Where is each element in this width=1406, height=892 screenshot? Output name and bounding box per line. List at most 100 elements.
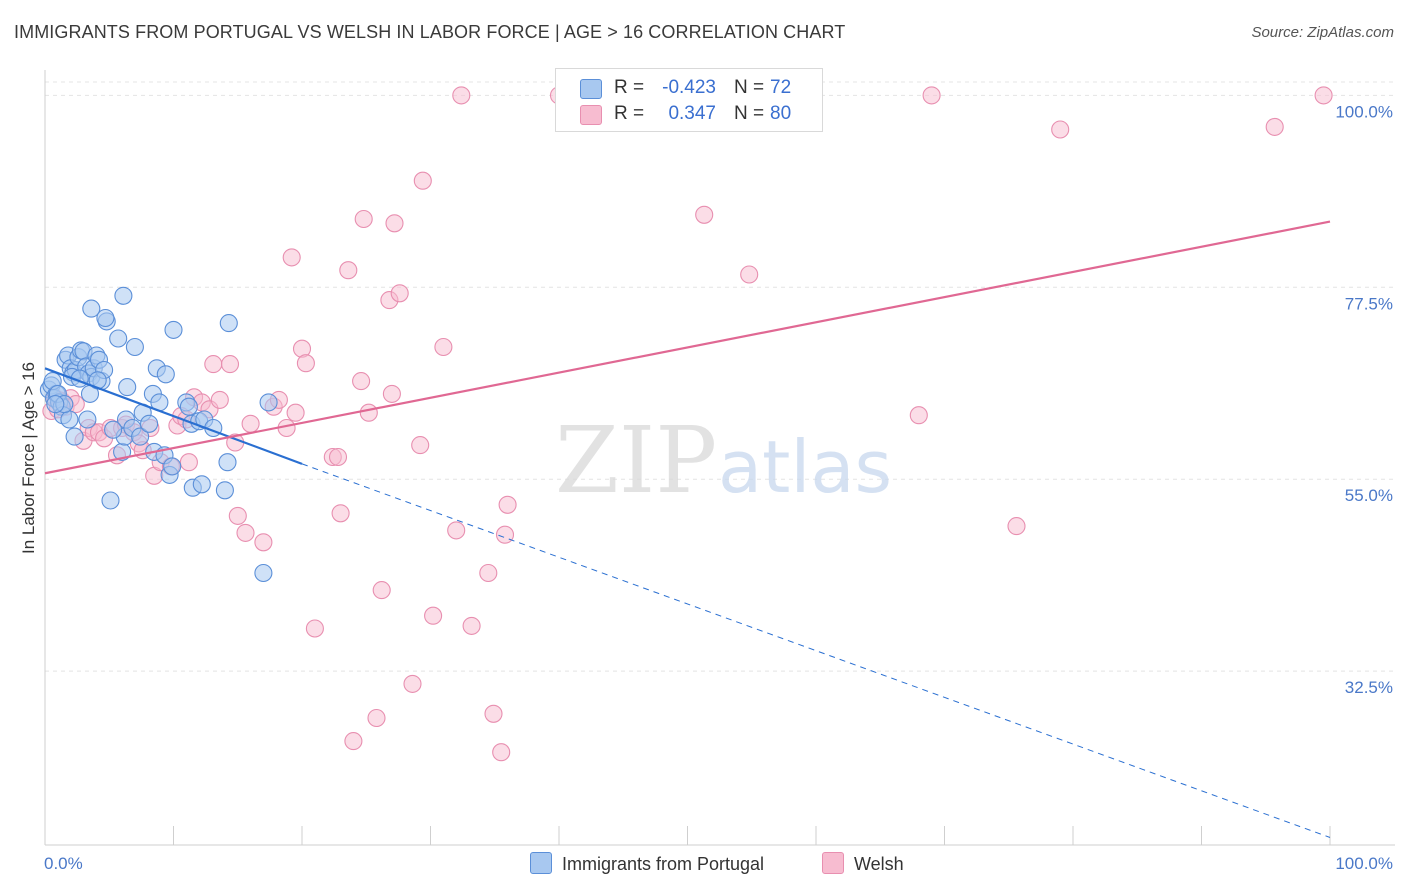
point-welsh — [492, 743, 511, 762]
point-portugal — [219, 314, 238, 333]
bottom-legend-swatch-portugal — [530, 852, 552, 874]
y-tick-label: 32.5% — [1345, 678, 1393, 697]
legend-r-value: -0.423 — [662, 77, 716, 98]
point-welsh — [403, 674, 422, 693]
point-portugal — [78, 410, 97, 429]
point-welsh — [498, 495, 517, 514]
point-welsh — [922, 86, 941, 105]
legend-r-label: R = — [614, 103, 645, 124]
point-portugal — [163, 457, 182, 476]
y-tick-label: 100.0% — [1335, 102, 1393, 121]
point-welsh — [372, 581, 391, 600]
point-portugal — [125, 337, 144, 357]
point-welsh — [424, 606, 443, 625]
point-welsh — [484, 704, 503, 723]
point-portugal — [218, 453, 237, 472]
point-welsh — [282, 248, 301, 267]
watermark-zip: ZIP — [555, 407, 717, 514]
point-portugal — [114, 286, 133, 305]
y-tick-labels: 100.0% 77.5% 55.0% 32.5% — [1335, 102, 1393, 697]
y-tick-label: 55.0% — [1345, 486, 1393, 505]
point-welsh — [339, 261, 358, 280]
point-welsh — [210, 390, 229, 409]
point-portugal — [46, 395, 65, 414]
point-portugal — [192, 475, 211, 494]
point-portugal — [259, 393, 278, 412]
point-welsh — [367, 708, 386, 728]
point-welsh — [382, 384, 401, 403]
point-welsh — [296, 354, 315, 373]
point-portugal — [60, 410, 79, 429]
point-portugal — [82, 299, 101, 318]
x-tick-label: 100.0% — [1335, 854, 1393, 873]
point-portugal — [156, 365, 175, 384]
point-welsh — [241, 414, 260, 433]
point-welsh — [1265, 117, 1284, 136]
x-tick-labels: 0.0% 100.0% — [44, 854, 1393, 873]
y-axis-label: In Labor Force | Age > 16 — [19, 362, 38, 554]
point-portugal — [131, 427, 150, 446]
watermark: ZIP atlas — [555, 407, 892, 514]
point-welsh — [1007, 517, 1026, 536]
point-welsh — [385, 214, 404, 233]
legend-n-label: N = — [734, 103, 765, 124]
point-portugal — [164, 320, 183, 339]
trend-line-portugal-extension — [301, 463, 1331, 838]
legend-n-value: 72 — [770, 77, 792, 98]
legend-swatch-portugal — [580, 79, 602, 99]
y-tick-label: 77.5% — [1345, 294, 1393, 313]
point-portugal — [118, 378, 137, 397]
point-welsh — [390, 284, 409, 303]
point-welsh — [354, 209, 373, 229]
point-welsh — [179, 453, 198, 472]
point-welsh — [479, 563, 498, 583]
legend-n-label: N = — [734, 77, 765, 98]
point-welsh — [352, 372, 371, 391]
point-welsh — [286, 403, 305, 422]
point-welsh — [909, 406, 928, 425]
bottom-legend-swatch-welsh — [822, 852, 844, 874]
point-welsh — [411, 436, 430, 455]
trend-line-welsh — [44, 220, 1331, 475]
point-welsh — [236, 523, 255, 542]
point-portugal — [104, 420, 123, 439]
point-welsh — [344, 732, 363, 751]
bottom-legend-portugal: Immigrants from Portugal — [530, 852, 764, 876]
point-portugal — [101, 491, 120, 510]
point-welsh — [254, 533, 273, 552]
point-welsh — [462, 616, 481, 635]
bottom-legend-label-portugal: Immigrants from Portugal — [562, 854, 765, 874]
point-welsh — [1314, 86, 1333, 105]
point-welsh — [359, 403, 378, 422]
point-welsh — [495, 525, 515, 544]
point-welsh — [447, 521, 466, 540]
point-welsh — [413, 171, 432, 190]
legend-row-welsh: R = 0.347 N = 80 — [556, 101, 822, 127]
point-portugal — [179, 397, 198, 416]
grid-lines — [45, 81, 1395, 672]
point-portugal — [215, 481, 234, 500]
point-welsh — [434, 337, 453, 357]
point-portugal — [109, 329, 128, 348]
x-tick-label: 0.0% — [44, 854, 83, 873]
watermark-atlas: atlas — [718, 425, 892, 509]
legend-row-portugal: R = -0.423 N = 72 — [556, 75, 822, 101]
point-welsh — [228, 506, 247, 525]
point-portugal — [140, 414, 159, 433]
point-welsh — [328, 447, 348, 467]
legend-r-value: 0.347 — [668, 103, 716, 124]
point-welsh — [1051, 120, 1070, 139]
point-welsh — [220, 355, 240, 374]
chart-title: IMMIGRANTS FROM PORTUGAL VS WELSH IN LAB… — [14, 22, 846, 42]
point-welsh — [305, 619, 324, 638]
source-label: Source: ZipAtlas.com — [1251, 24, 1394, 41]
point-welsh — [452, 86, 471, 105]
point-portugal — [65, 427, 84, 446]
axes — [44, 70, 1395, 846]
point-welsh — [331, 504, 350, 523]
correlation-legend: R = -0.423 N = 72 R = 0.347 N = 80 — [555, 68, 823, 132]
trend-lines — [44, 220, 1331, 838]
point-portugal — [254, 563, 273, 583]
legend-swatch-welsh — [580, 105, 602, 125]
